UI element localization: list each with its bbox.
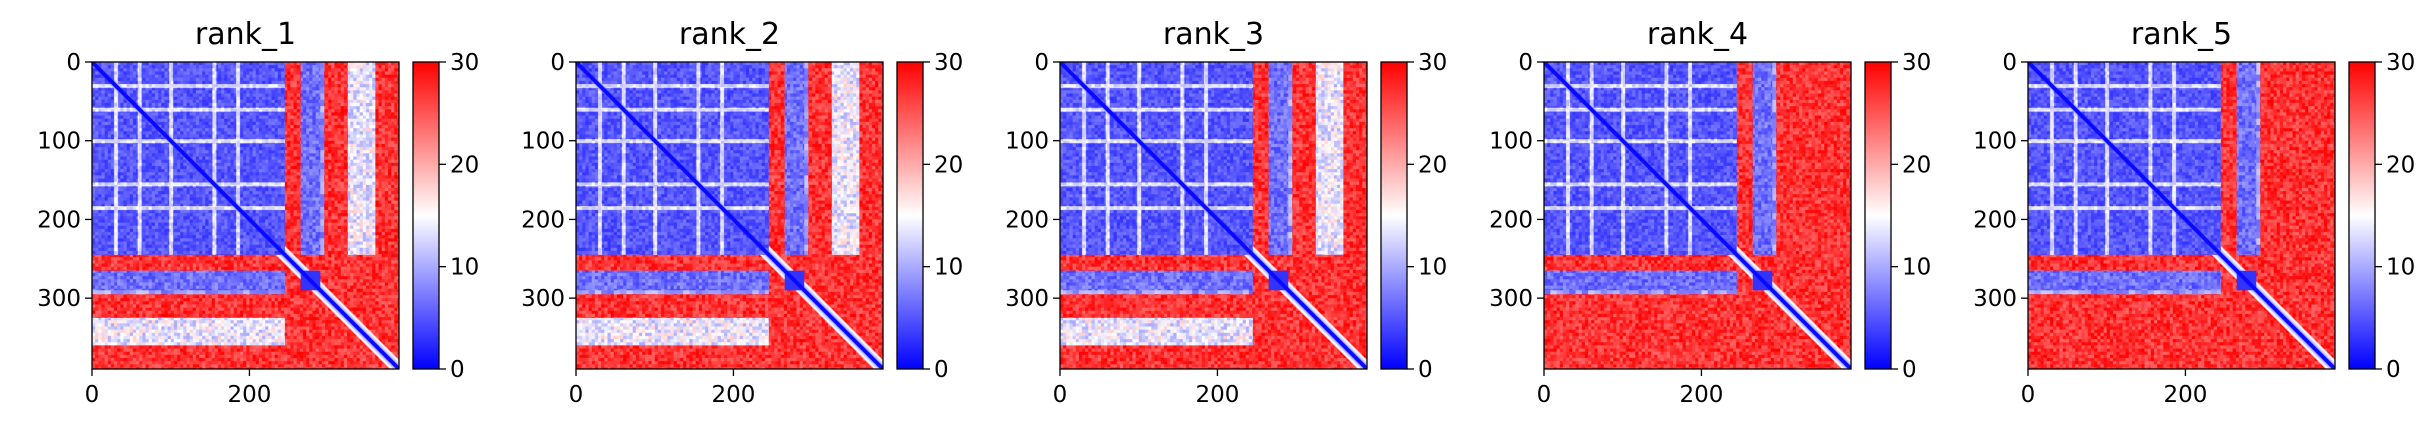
- colorbar-tick-label: 30: [934, 50, 963, 76]
- heatmap-image: [1060, 62, 1367, 369]
- colorbar-tick-label: 10: [1902, 255, 1931, 281]
- x-tick-label: 200: [1679, 382, 1723, 408]
- colorbar-tick-label: 10: [1418, 255, 1447, 281]
- y-tick-label: 0: [550, 50, 565, 76]
- colorbar-tick-label: 30: [450, 50, 479, 76]
- heatmap-image: [1544, 62, 1851, 369]
- x-tick-label: 0: [2021, 382, 2036, 408]
- x-tick-label: 0: [569, 382, 584, 408]
- y-tick-label: 300: [1973, 286, 2017, 312]
- colorbar: [1380, 61, 1408, 370]
- panel-rank_2: rank_2 0 100 200 300 0 200 0 10 20 30: [521, 17, 963, 408]
- colorbar-tick-label: 30: [1902, 50, 1931, 76]
- panel-title: rank_2: [679, 17, 780, 52]
- y-tick-label: 0: [2002, 50, 2017, 76]
- y-tick-label: 100: [1005, 129, 1049, 155]
- x-tick-label: 0: [85, 382, 100, 408]
- colorbar-tick-label: 0: [450, 357, 465, 383]
- y-tick-label: 200: [1489, 207, 1533, 233]
- y-tick-label: 0: [66, 50, 81, 76]
- colorbar-tick-label: 0: [934, 357, 949, 383]
- x-tick-label: 200: [1195, 382, 1239, 408]
- colorbar-tick-label: 10: [450, 255, 479, 281]
- y-tick-label: 300: [521, 286, 565, 312]
- panel-title: rank_4: [1647, 17, 1748, 52]
- colorbar-tick-label: 30: [2386, 50, 2415, 76]
- colorbar-tick-label: 0: [1418, 357, 1433, 383]
- y-tick-label: 300: [37, 286, 81, 312]
- colorbar-tick-label: 20: [1418, 152, 1447, 178]
- plot-frame: [1059, 61, 1368, 370]
- plot-frame: [1543, 61, 1852, 370]
- colorbar-tick-label: 30: [1418, 50, 1447, 76]
- y-tick-label: 100: [37, 129, 81, 155]
- heatmap-image: [576, 62, 883, 369]
- y-tick-label: 300: [1489, 286, 1533, 312]
- panel-title: rank_1: [195, 17, 296, 52]
- colorbar-tick-label: 20: [450, 152, 479, 178]
- y-tick-label: 300: [1005, 286, 1049, 312]
- heatmap-image: [92, 62, 399, 369]
- y-tick-label: 0: [1034, 50, 1049, 76]
- y-tick-label: 200: [1005, 207, 1049, 233]
- y-tick-label: 200: [1973, 207, 2017, 233]
- x-tick-label: 200: [711, 382, 755, 408]
- panel-rank_1: rank_1 0 100 200 300 0 200 0 10 20 30: [37, 17, 479, 408]
- colorbar-tick-label: 20: [2386, 152, 2415, 178]
- colorbar-tick-label: 0: [2386, 357, 2401, 383]
- plot-frame: [2027, 61, 2336, 370]
- x-tick-label: 200: [2163, 382, 2207, 408]
- y-tick-label: 200: [37, 207, 81, 233]
- panel-title: rank_5: [2131, 17, 2232, 52]
- colorbar-tick-label: 20: [934, 152, 963, 178]
- colorbar: [412, 61, 440, 370]
- colorbar: [1864, 61, 1892, 370]
- x-tick-label: 0: [1053, 382, 1068, 408]
- panel-rank_5: rank_5 0 100 200 300 0 200 0 10 20 30: [1973, 17, 2415, 408]
- colorbar: [896, 61, 924, 370]
- plot-frame: [575, 61, 884, 370]
- panel-title: rank_3: [1163, 17, 1264, 52]
- panel-rank_3: rank_3 0 100 200 300 0 200 0 10 20 30: [1005, 17, 1447, 408]
- x-tick-label: 0: [1537, 382, 1552, 408]
- colorbar-tick-label: 10: [2386, 255, 2415, 281]
- y-tick-label: 100: [521, 129, 565, 155]
- x-tick-label: 200: [227, 382, 271, 408]
- y-tick-label: 100: [1973, 129, 2017, 155]
- panel-rank_4: rank_4 0 100 200 300 0 200 0 10 20 30: [1489, 17, 1931, 408]
- y-tick-label: 0: [1518, 50, 1533, 76]
- colorbar-tick-label: 10: [934, 255, 963, 281]
- colorbar-tick-label: 20: [1902, 152, 1931, 178]
- plot-frame: [91, 61, 400, 370]
- y-tick-label: 200: [521, 207, 565, 233]
- colorbar: [2348, 61, 2376, 370]
- heatmap-image: [2028, 62, 2335, 369]
- colorbar-tick-label: 0: [1902, 357, 1917, 383]
- y-tick-label: 100: [1489, 129, 1533, 155]
